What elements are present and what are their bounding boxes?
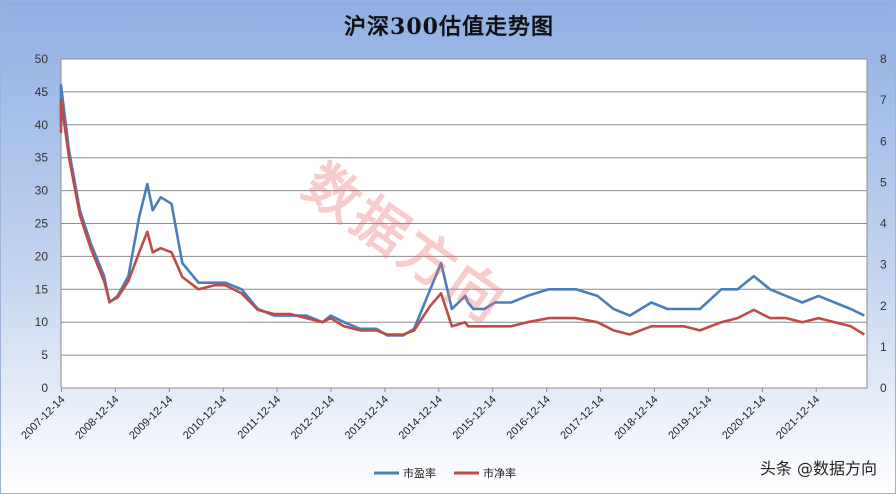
x-tick-label: 2020-12-14 [720,394,768,442]
y-left-tick-label: 15 [35,282,49,296]
x-tick-label: 2017-12-14 [558,394,606,442]
credit-text: 头条 @数据方向 [759,459,877,478]
y-right-tick-label: 0 [880,381,887,395]
x-tick-label: 2010-12-14 [181,394,229,442]
x-tick-label: 2009-12-14 [127,394,175,442]
y-left-tick-label: 45 [35,85,49,99]
legend-label: 市盈率 [403,466,436,480]
y-right-tick-label: 6 [880,134,887,148]
x-tick-label: 2008-12-14 [73,394,121,442]
y-right-tick-label: 4 [880,217,887,231]
series-line-pb [59,98,865,336]
x-tick-label: 2016-12-14 [505,394,553,442]
y-right-tick-label: 2 [880,299,887,313]
y-left-tick-label: 20 [35,249,49,263]
y-right-tick-label: 8 [880,52,887,66]
y-right-tick-label: 1 [880,340,887,354]
x-tick-label: 2014-12-14 [397,394,445,442]
y-left-tick-label: 35 [35,151,49,165]
x-tick-label: 2007-12-14 [19,394,67,442]
x-tick-label: 2012-12-14 [289,394,337,442]
x-tick-label: 2013-12-14 [343,394,391,442]
x-tick-label: 2011-12-14 [236,394,284,442]
chart-title: 沪深300估值走势图 [344,14,554,40]
x-tick-label: 2021-12-14 [774,394,822,442]
x-tick-label: 2018-12-14 [612,394,660,442]
y-left-tick-label: 10 [35,315,49,329]
y-right-tick-label: 3 [880,258,887,272]
y-right-tick-label: 5 [880,175,887,189]
y-left-tick-label: 0 [41,381,48,395]
x-tick-label: 2019-12-14 [666,394,714,442]
y-right-tick-label: 7 [880,93,887,107]
x-tick-label: 2015-12-14 [451,394,499,442]
y-left-tick-label: 25 [35,217,49,231]
y-left-tick-label: 30 [35,184,49,198]
y-left-tick-label: 40 [35,118,49,132]
y-left-tick-label: 50 [35,52,49,66]
y-left-tick-label: 5 [41,348,48,362]
legend-label: 市净率 [483,466,516,480]
